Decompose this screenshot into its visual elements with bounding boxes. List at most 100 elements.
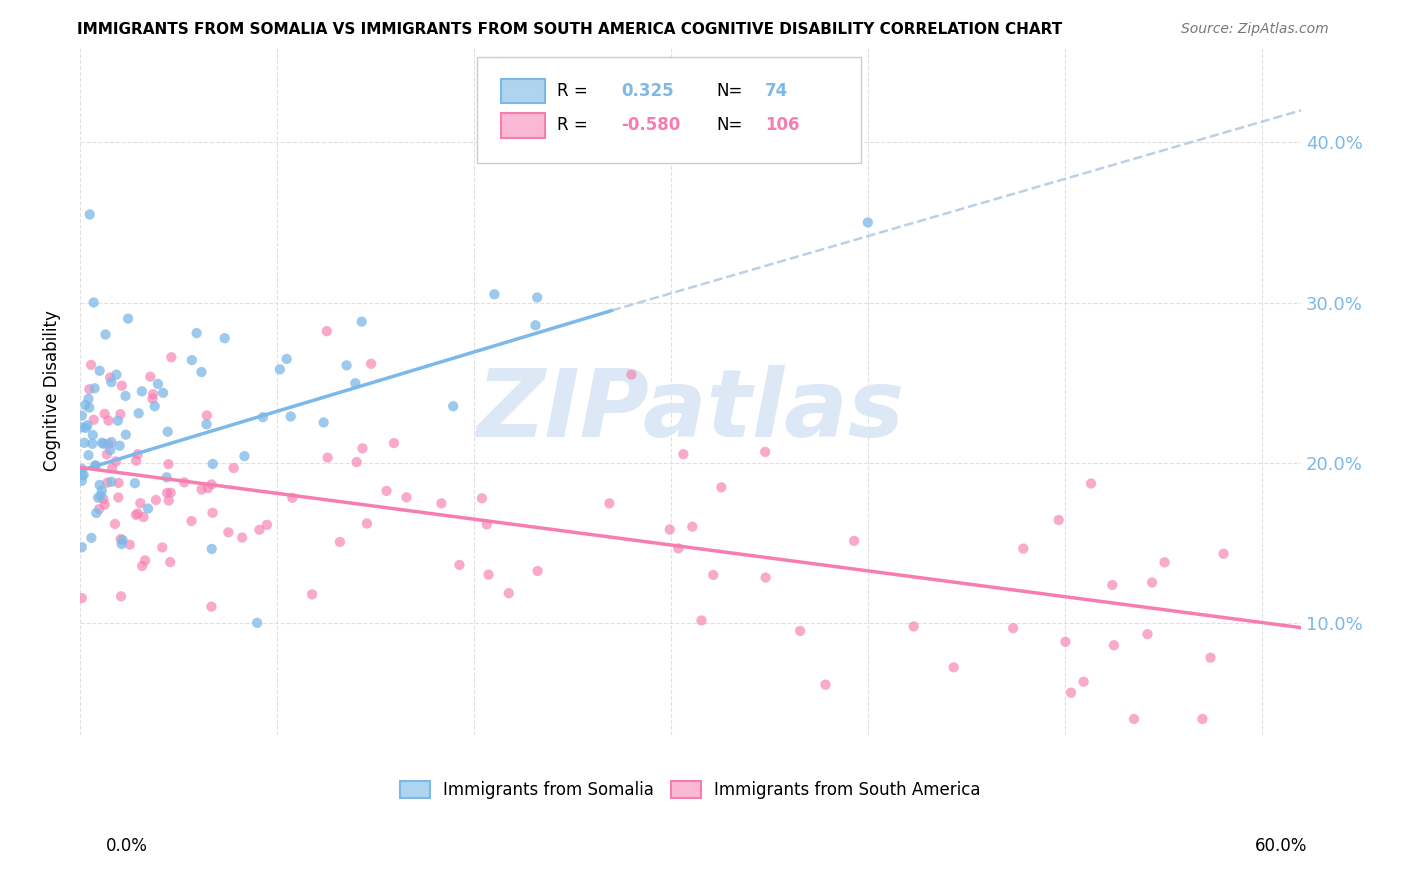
- Point: [70, 409, 93, 423]
- Point: [73, 435, 96, 450]
- Point: [107, 475, 129, 490]
- Point: [755, 571, 778, 585]
- Point: [375, 483, 398, 498]
- Point: [789, 624, 811, 638]
- Point: [1101, 578, 1123, 592]
- Text: 0.0%: 0.0%: [105, 837, 148, 855]
- Point: [281, 491, 304, 505]
- Point: [903, 619, 925, 633]
- Point: [118, 538, 141, 552]
- Point: [352, 442, 374, 456]
- Point: [80, 531, 103, 545]
- Point: [114, 389, 136, 403]
- Point: [231, 531, 253, 545]
- Point: [108, 439, 131, 453]
- Point: [86, 506, 108, 520]
- Point: [190, 483, 212, 497]
- Point: [312, 416, 335, 430]
- Text: Source: ZipAtlas.com: Source: ZipAtlas.com: [1181, 22, 1329, 37]
- Point: [233, 449, 256, 463]
- Y-axis label: Cognitive Disability: Cognitive Disability: [44, 310, 60, 471]
- Point: [70, 468, 93, 483]
- Point: [70, 420, 93, 434]
- Point: [98, 442, 121, 457]
- Point: [125, 453, 148, 467]
- Point: [524, 318, 547, 333]
- Point: [105, 454, 128, 468]
- Point: [156, 425, 179, 439]
- Point: [1212, 547, 1234, 561]
- Point: [84, 458, 107, 473]
- Point: [316, 450, 339, 465]
- Point: [269, 362, 291, 376]
- Point: [90, 483, 112, 498]
- Point: [124, 476, 146, 491]
- Text: 106: 106: [765, 117, 800, 135]
- Point: [100, 475, 122, 489]
- Point: [156, 486, 179, 500]
- Point: [1047, 513, 1070, 527]
- Point: [252, 410, 274, 425]
- Point: [77, 392, 100, 406]
- Point: [217, 525, 239, 540]
- Point: [159, 485, 181, 500]
- Point: [132, 510, 155, 524]
- Point: [475, 517, 498, 532]
- Point: [98, 370, 121, 384]
- Point: [360, 357, 382, 371]
- Point: [70, 591, 93, 606]
- Point: [97, 437, 120, 451]
- Point: [395, 491, 418, 505]
- Point: [128, 406, 150, 420]
- Point: [82, 437, 104, 451]
- Point: [70, 462, 93, 476]
- FancyBboxPatch shape: [477, 56, 862, 163]
- Point: [110, 590, 132, 604]
- Point: [94, 498, 117, 512]
- Point: [598, 496, 620, 510]
- Point: [150, 541, 173, 555]
- Point: [666, 541, 689, 556]
- Point: [79, 382, 101, 396]
- Point: [526, 564, 548, 578]
- Point: [710, 480, 733, 494]
- Point: [180, 514, 202, 528]
- Point: [201, 541, 224, 556]
- Point: [246, 615, 269, 630]
- Point: [1153, 555, 1175, 569]
- Point: [107, 414, 129, 428]
- Text: R =: R =: [557, 117, 588, 135]
- Point: [346, 455, 368, 469]
- Point: [76, 418, 98, 433]
- Point: [1073, 674, 1095, 689]
- Point: [856, 215, 879, 229]
- Point: [620, 368, 643, 382]
- Point: [1199, 650, 1222, 665]
- Point: [114, 427, 136, 442]
- Point: [70, 540, 93, 554]
- Point: [79, 207, 101, 221]
- Point: [100, 435, 122, 450]
- Point: [344, 376, 367, 391]
- Point: [702, 568, 724, 582]
- Point: [104, 516, 127, 531]
- Text: -0.580: -0.580: [621, 117, 681, 135]
- Point: [430, 496, 453, 510]
- Point: [136, 501, 159, 516]
- Point: [336, 359, 359, 373]
- Point: [145, 493, 167, 508]
- Point: [131, 384, 153, 399]
- Text: 74: 74: [765, 82, 789, 100]
- Legend: Immigrants from Somalia, Immigrants from South America: Immigrants from Somalia, Immigrants from…: [394, 774, 987, 805]
- Point: [942, 660, 965, 674]
- Point: [1123, 712, 1146, 726]
- Point: [315, 324, 337, 338]
- Point: [441, 399, 464, 413]
- Point: [160, 351, 183, 365]
- Point: [83, 295, 105, 310]
- Point: [157, 457, 180, 471]
- Point: [96, 447, 118, 461]
- Point: [146, 376, 169, 391]
- Point: [159, 555, 181, 569]
- Point: [139, 369, 162, 384]
